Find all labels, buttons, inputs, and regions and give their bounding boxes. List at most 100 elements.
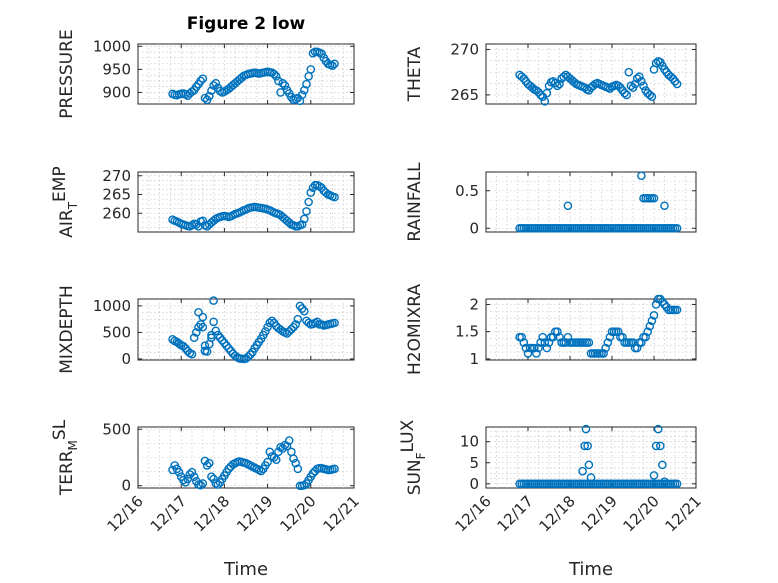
mixdepth-data-point [194, 307, 203, 317]
pressure-data-point [271, 72, 281, 81]
h2omixra-data-point [637, 338, 646, 347]
rainfall-data-point [660, 201, 669, 211]
mixdepth-data-point [276, 325, 285, 335]
mixdepth-axes-frame [137, 298, 355, 361]
theta-data-point [555, 79, 564, 89]
mixdepth-data-point [200, 341, 210, 350]
theta-ytick-label: 270 [450, 40, 479, 58]
sun_flux-data-point [581, 424, 591, 434]
terr_msl-data-point [308, 469, 318, 478]
terr_msl-data-point [300, 480, 309, 490]
sun_flux-data-point [651, 441, 661, 451]
terr_msl-data-point [196, 480, 205, 490]
mixdepth-data-point [207, 333, 216, 343]
air_temp-data-point [321, 188, 331, 197]
sun_flux-ytick-label: 10 [460, 433, 479, 451]
h2omixra-ytick-label: 2 [469, 295, 479, 313]
air_temp-data-point [302, 207, 311, 216]
mixdepth-data-point [295, 301, 305, 311]
rainfall-data-point [672, 223, 682, 233]
terr_msl-data-point [265, 447, 275, 457]
terr_msl-data-point [189, 472, 199, 482]
pressure-data-point [280, 81, 290, 90]
h2omixra-y-axis-label: H2OMIXRA [405, 284, 425, 375]
pressure-data-point [317, 49, 326, 58]
terr_msl-data-point [187, 467, 197, 477]
pressure-data-point [200, 93, 210, 103]
mixdepth-data-point [181, 344, 190, 353]
terr_msl-data-point [271, 455, 281, 465]
theta-data-point [532, 86, 541, 95]
mixdepth-data-point [189, 333, 199, 343]
h2omixra-data-point [614, 327, 623, 336]
rainfall-axes-frame [485, 171, 697, 233]
h2omixra-data-point [523, 349, 533, 358]
mixdepth-ytick-label: 0 [121, 350, 131, 368]
rainfall-data-point [649, 193, 659, 203]
terr_msl-data-point [207, 472, 216, 482]
pressure-data-point [204, 91, 214, 101]
pressure-data-point [237, 73, 246, 82]
sun_flux-x-axis-label: Time [568, 559, 613, 580]
panel-h2omixra: 1 1.5 2 H2OMIXRA [405, 284, 697, 375]
theta-data-point [639, 81, 648, 91]
rainfall-ytick-label: 0 [469, 219, 479, 237]
mixdepth-data-point [196, 320, 205, 329]
pressure-data-point [306, 65, 316, 74]
panel-theta: 265 270 THETA [405, 40, 697, 106]
air_temp-data-point [300, 214, 309, 224]
terr_msl-data-point [291, 458, 300, 468]
h2omixra-ytick-label: 1.5 [455, 323, 479, 341]
mixdepth-data-point [187, 349, 197, 359]
air_temp-ytick-label: 265 [102, 186, 131, 204]
mixdepth-data-point [179, 341, 188, 351]
pressure-ytick-label: 950 [102, 60, 131, 78]
pressure-ytick-label: 900 [102, 83, 131, 101]
theta-data-point [553, 81, 562, 91]
h2omixra-data-point [618, 332, 627, 342]
pressure-data-point [278, 78, 288, 88]
mixdepth-y-axis-label: MIXDEPTH [57, 285, 77, 374]
h2omixra-data-point [605, 332, 615, 342]
theta-data-point [517, 72, 527, 82]
h2omixra-data-point [599, 349, 608, 358]
h2omixra-data-point [563, 332, 573, 342]
mixdepth-data-point [226, 346, 236, 356]
mixdepth-data-point [293, 314, 303, 324]
air_temp-data-point [284, 218, 294, 227]
mixdepth-data-point [261, 327, 270, 336]
h2omixra-ytick-label: 1 [469, 350, 479, 368]
mixdepth-data-point [174, 339, 184, 348]
mixdepth-data-point [168, 335, 177, 344]
pressure-data-point [209, 81, 218, 90]
h2omixra-data-point [603, 338, 613, 347]
terr_msl-data-point [202, 461, 212, 470]
terr_msl-data-point [185, 470, 195, 479]
sun_flux-ytick-label: 0 [469, 475, 479, 493]
pressure-ytick-label: 1000 [93, 37, 131, 55]
h2omixra-data-point [530, 343, 539, 353]
panel-mixdepth: 0 500 1000 MIXDEPTH [57, 285, 355, 374]
mixdepth-data-point [291, 320, 300, 329]
panel-pressure: 900 950 1000 PRESSURE [57, 29, 355, 119]
theta-data-point [622, 90, 632, 100]
theta-data-point [540, 96, 550, 106]
pressure-data-point [269, 69, 279, 79]
terr_msl-data-point [282, 441, 292, 451]
h2omixra-data-point [645, 321, 655, 331]
rainfall-data-point [563, 201, 573, 211]
sun_flux-data-point [584, 460, 594, 470]
mixdepth-data-point [224, 344, 234, 353]
sun_flux-data-point [580, 441, 590, 451]
mixdepth-data-point [220, 338, 229, 348]
sun_flux-data-point [653, 424, 663, 434]
sun_flux-data-point [658, 460, 667, 470]
pressure-data-point [196, 76, 205, 86]
h2omixra-data-point [553, 327, 562, 336]
h2omixra-data-point [641, 332, 650, 342]
mixdepth-data-point [207, 330, 216, 340]
h2omixra-data-point [632, 343, 642, 353]
h2omixra-data-point [643, 327, 653, 336]
air_temp-ytick-label: 260 [102, 204, 131, 222]
